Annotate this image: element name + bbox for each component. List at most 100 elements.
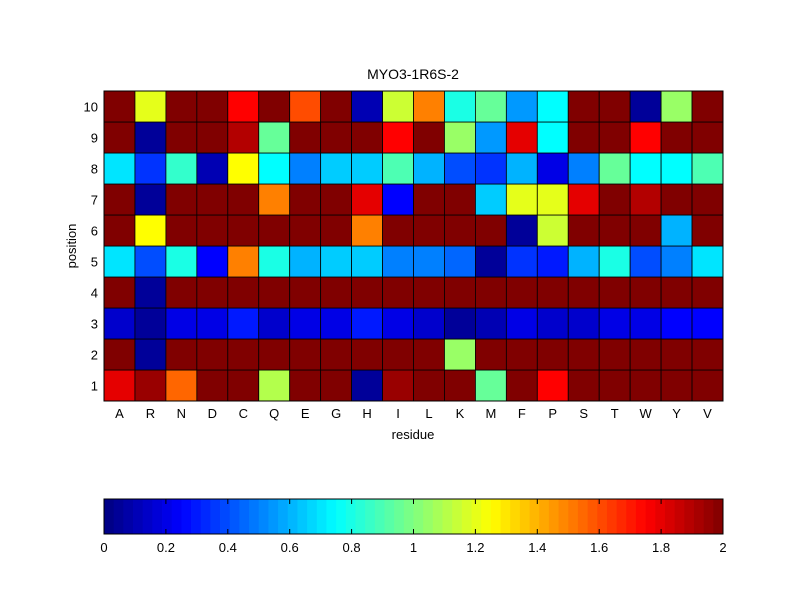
colorbar-segment xyxy=(210,499,221,534)
heatmap-cell xyxy=(660,276,693,309)
heatmap-cell xyxy=(444,276,476,309)
colorbar-segment xyxy=(500,499,511,534)
heatmap-cell xyxy=(134,121,167,154)
heatmap-cell xyxy=(536,276,569,309)
heatmap-cell xyxy=(289,369,322,402)
heatmap-cells xyxy=(103,90,724,402)
colorbar-segment xyxy=(394,499,405,534)
heatmap-cell xyxy=(567,121,600,154)
colorbar-segment xyxy=(539,499,550,534)
heatmap-cell xyxy=(351,183,383,216)
heatmap-cell xyxy=(691,245,724,278)
heatmap-cell xyxy=(196,90,229,123)
heatmap-cell xyxy=(598,214,631,247)
heatmap-cell xyxy=(165,183,198,216)
heatmap-cell xyxy=(351,90,383,123)
heatmap-cell xyxy=(413,245,445,278)
heatmap-cell xyxy=(134,183,167,216)
colorbar-segment xyxy=(626,499,637,534)
colorbar-segment xyxy=(452,499,463,534)
colorbar-tick-label: 0.2 xyxy=(157,540,175,555)
heatmap-cell xyxy=(258,121,291,154)
heatmap-cell xyxy=(320,152,352,185)
heatmap-cell xyxy=(289,276,322,309)
heatmap-cell xyxy=(691,338,724,371)
heatmap-cell xyxy=(289,214,322,247)
heatmap-cell xyxy=(196,152,229,185)
heatmap-cell xyxy=(165,369,198,402)
heatmap-cell xyxy=(382,338,414,371)
colorbar-segment xyxy=(413,499,424,534)
heatmap-cell xyxy=(413,183,445,216)
heatmap-cell xyxy=(598,338,631,371)
colorbar-segment xyxy=(268,499,279,534)
heatmap-cell xyxy=(227,276,260,309)
heatmap-cell xyxy=(227,121,260,154)
heatmap-cell xyxy=(382,276,414,309)
chart-title: MYO3-1R6S-2 xyxy=(367,66,459,82)
colorbar-tick-label: 1.2 xyxy=(466,540,484,555)
heatmap-cell xyxy=(413,152,445,185)
heatmap-cell xyxy=(629,121,662,154)
heatmap-cell xyxy=(103,121,136,154)
heatmap-cell xyxy=(660,245,693,278)
heatmap-cell xyxy=(196,307,229,340)
heatmap-cell xyxy=(567,152,600,185)
heatmap-cell xyxy=(505,90,538,123)
heatmap-cell xyxy=(382,121,414,154)
heatmap-cell xyxy=(567,90,600,123)
colorbar-segment xyxy=(229,499,240,534)
heatmap-cell xyxy=(413,90,445,123)
heatmap-cell xyxy=(134,90,167,123)
colorbar-segment xyxy=(220,499,231,534)
heatmap-cell xyxy=(536,152,569,185)
heatmap-cell xyxy=(536,338,569,371)
y-axis-ticks: 1 2 3 4 5 6 7 8 9 10 xyxy=(84,100,98,394)
heatmap-cell xyxy=(103,245,136,278)
heatmap-cell xyxy=(382,245,414,278)
heatmap-cell xyxy=(691,90,724,123)
heatmap-cell xyxy=(227,338,260,371)
x-tick-label: T xyxy=(611,406,619,421)
heatmap-cell xyxy=(444,338,476,371)
heatmap-cell xyxy=(258,307,291,340)
heatmap-cell xyxy=(382,214,414,247)
x-tick-label: S xyxy=(579,406,588,421)
colorbar-ticks: 0 0.2 0.4 0.6 0.8 1 1.2 1.4 1.6 1.8 2 xyxy=(100,499,727,555)
heatmap-cell xyxy=(413,307,445,340)
heatmap-cell xyxy=(413,214,445,247)
colorbar-segment xyxy=(481,499,492,534)
heatmap-cell xyxy=(165,245,198,278)
y-tick-label: 8 xyxy=(91,162,98,177)
heatmap-cell xyxy=(567,183,600,216)
heatmap-cell xyxy=(351,245,383,278)
heatmap-cell xyxy=(258,214,291,247)
heatmap-cell xyxy=(320,183,352,216)
colorbar-segment xyxy=(461,499,472,534)
heatmap-cell xyxy=(691,276,724,309)
heatmap-cell xyxy=(567,214,600,247)
heatmap-cell xyxy=(227,90,260,123)
x-tick-label: C xyxy=(239,406,248,421)
heatmap-cell xyxy=(505,369,538,402)
heatmap-cell xyxy=(103,276,136,309)
colorbar-tick-label: 1.8 xyxy=(652,540,670,555)
heatmap-cell xyxy=(134,338,167,371)
heatmap-cell xyxy=(691,183,724,216)
heatmap-cell xyxy=(474,338,507,371)
x-tick-label: G xyxy=(331,406,341,421)
y-tick-label: 10 xyxy=(84,100,98,115)
heatmap-cell xyxy=(351,307,383,340)
colorbar-segment xyxy=(703,499,714,534)
heatmap-cell xyxy=(320,214,352,247)
heatmap-cell xyxy=(351,338,383,371)
heatmap-cell xyxy=(320,307,352,340)
heatmap-cell xyxy=(505,245,538,278)
heatmap-cell xyxy=(505,307,538,340)
colorbar-segment xyxy=(548,499,559,534)
y-tick-label: 5 xyxy=(91,255,98,270)
heatmap-cell xyxy=(629,276,662,309)
heatmap-cell xyxy=(351,152,383,185)
